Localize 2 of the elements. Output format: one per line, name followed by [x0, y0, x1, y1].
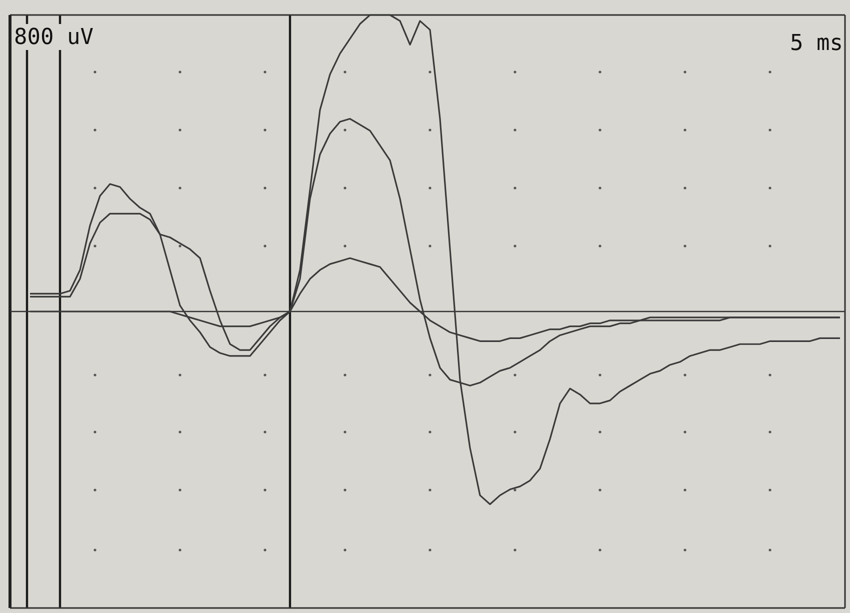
annotation: 5 ms: [790, 31, 843, 56]
annotation: 800 uV: [14, 25, 94, 50]
